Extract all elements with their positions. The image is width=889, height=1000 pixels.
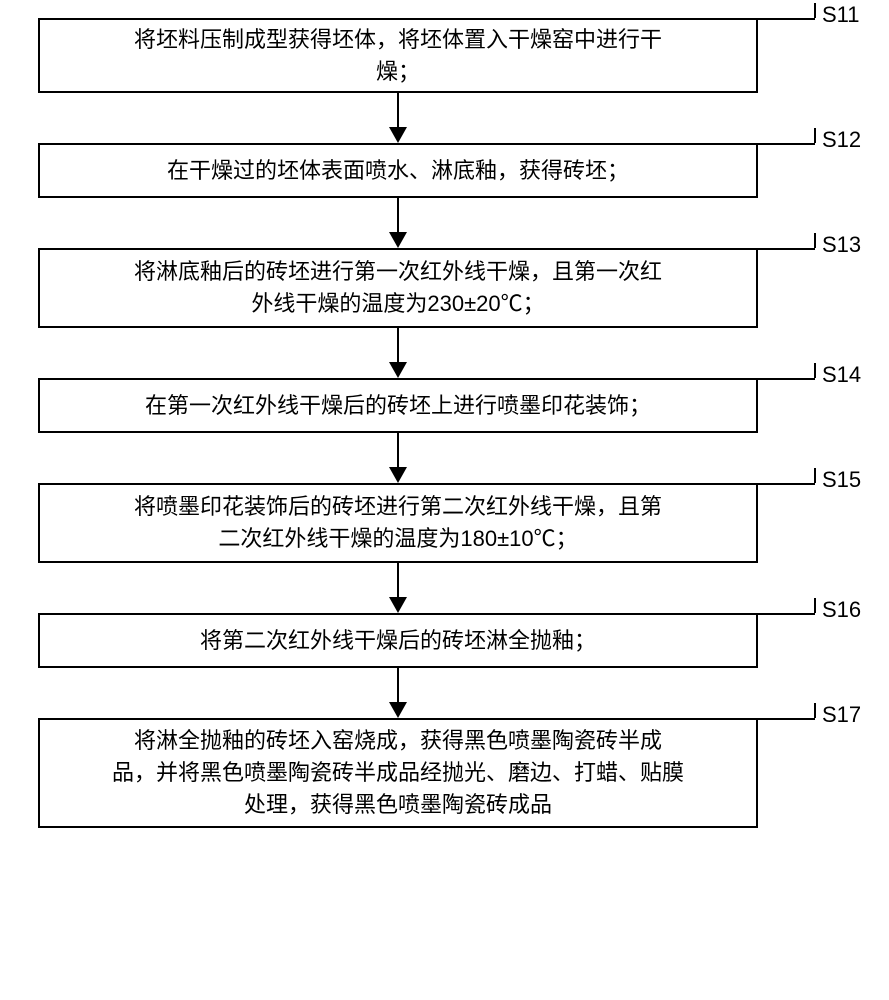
leader-line-s12 xyxy=(758,143,815,145)
leader-tick-s13 xyxy=(814,233,816,248)
leader-tick-s12 xyxy=(814,128,816,143)
step-label-s15: S15 xyxy=(822,467,861,493)
leader-tick-s11 xyxy=(814,3,816,18)
leader-line-s14 xyxy=(758,378,815,380)
arrow-head-icon xyxy=(389,597,407,613)
leader-tick-s17 xyxy=(814,703,816,718)
arrow-head-icon xyxy=(389,362,407,378)
arrow-line-s14-to-s15 xyxy=(397,433,399,467)
leader-tick-s15 xyxy=(814,468,816,483)
step-box-s13: 将淋底釉后的砖坯进行第一次红外线干燥，且第一次红 外线干燥的温度为230±20℃… xyxy=(38,248,758,328)
step-box-s16: 将第二次红外线干燥后的砖坯淋全抛釉； xyxy=(38,613,758,668)
leader-line-s16 xyxy=(758,613,815,615)
step-text-s11: 将坯料压制成型获得坯体，将坯体置入干燥窑中进行干 燥； xyxy=(134,24,662,88)
leader-line-s13 xyxy=(758,248,815,250)
arrow-head-icon xyxy=(389,127,407,143)
step-box-s14: 在第一次红外线干燥后的砖坯上进行喷墨印花装饰； xyxy=(38,378,758,433)
arrow-head-icon xyxy=(389,232,407,248)
arrow-line-s13-to-s14 xyxy=(397,328,399,362)
leader-line-s17 xyxy=(758,718,815,720)
flowchart-canvas: 将坯料压制成型获得坯体，将坯体置入干燥窑中进行干 燥； S11 在干燥过的坯体表面喷… xyxy=(0,0,889,1000)
step-box-s17: 将淋全抛釉的砖坯入窑烧成，获得黑色喷墨陶瓷砖半成 品，并将黑色喷墨陶瓷砖半成品经… xyxy=(38,718,758,828)
arrow-head-icon xyxy=(389,702,407,718)
arrow-line-s16-to-s17 xyxy=(397,668,399,702)
arrow-line-s15-to-s16 xyxy=(397,563,399,597)
step-text-s16: 将第二次红外线干燥后的砖坯淋全抛釉； xyxy=(200,625,596,657)
step-text-s17: 将淋全抛釉的砖坯入窑烧成，获得黑色喷墨陶瓷砖半成 品，并将黑色喷墨陶瓷砖半成品经… xyxy=(112,725,684,821)
arrow-line-s11-to-s12 xyxy=(397,93,399,127)
step-text-s15: 将喷墨印花装饰后的砖坯进行第二次红外线干燥，且第 二次红外线干燥的温度为180±… xyxy=(134,491,662,555)
step-label-s13: S13 xyxy=(822,232,861,258)
step-box-s12: 在干燥过的坯体表面喷水、淋底釉，获得砖坯； xyxy=(38,143,758,198)
arrow-head-icon xyxy=(389,467,407,483)
leader-tick-s16 xyxy=(814,598,816,613)
step-label-s12: S12 xyxy=(822,127,861,153)
step-label-s11: S11 xyxy=(822,2,860,28)
step-text-s14: 在第一次红外线干燥后的砖坯上进行喷墨印花装饰； xyxy=(145,390,651,422)
arrow-line-s12-to-s13 xyxy=(397,198,399,232)
step-label-s16: S16 xyxy=(822,597,861,623)
step-label-s14: S14 xyxy=(822,362,861,388)
leader-tick-s14 xyxy=(814,363,816,378)
step-text-s13: 将淋底釉后的砖坯进行第一次红外线干燥，且第一次红 外线干燥的温度为230±20℃… xyxy=(134,256,662,320)
leader-line-s15 xyxy=(758,483,815,485)
step-box-s11: 将坯料压制成型获得坯体，将坯体置入干燥窑中进行干 燥； xyxy=(38,18,758,93)
leader-line-s11 xyxy=(758,18,815,20)
step-text-s12: 在干燥过的坯体表面喷水、淋底釉，获得砖坯； xyxy=(167,155,629,187)
step-label-s17: S17 xyxy=(822,702,861,728)
step-box-s15: 将喷墨印花装饰后的砖坯进行第二次红外线干燥，且第 二次红外线干燥的温度为180±… xyxy=(38,483,758,563)
